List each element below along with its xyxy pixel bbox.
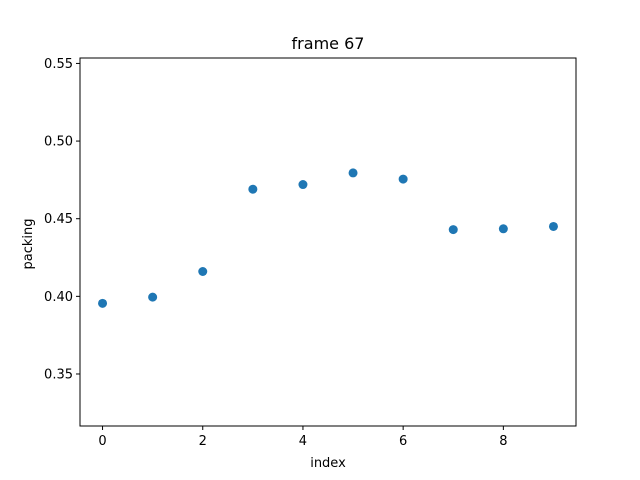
data-point	[548, 221, 558, 231]
data-point	[248, 184, 258, 194]
x-tick-label: 8	[499, 434, 507, 449]
x-tick-label: 0	[98, 434, 106, 449]
data-point	[448, 225, 458, 235]
y-tick-label: 0.50	[44, 135, 73, 150]
y-tick-label: 0.40	[44, 290, 73, 305]
x-tick-label: 4	[299, 434, 307, 449]
data-point	[398, 174, 408, 184]
data-point	[198, 267, 208, 277]
y-tick-label: 0.45	[44, 212, 73, 227]
data-points	[98, 168, 558, 308]
y-tick-label: 0.55	[44, 57, 73, 72]
y-axis-label: packing	[21, 219, 36, 270]
data-point	[98, 298, 108, 308]
x-tick-label: 2	[199, 434, 207, 449]
data-point	[348, 168, 358, 178]
y-tick-label: 0.35	[44, 367, 73, 382]
axis-ticks: 0 2 4 6 8 0.35 0.40 0.45 0.50 0.55	[44, 57, 507, 449]
data-point	[298, 180, 308, 190]
x-tick-label: 6	[399, 434, 407, 449]
axes-frame	[79, 57, 577, 427]
data-point	[498, 224, 508, 234]
data-point	[148, 292, 158, 302]
x-axis-label: index	[310, 456, 346, 471]
chart-title: frame 67	[292, 34, 365, 53]
